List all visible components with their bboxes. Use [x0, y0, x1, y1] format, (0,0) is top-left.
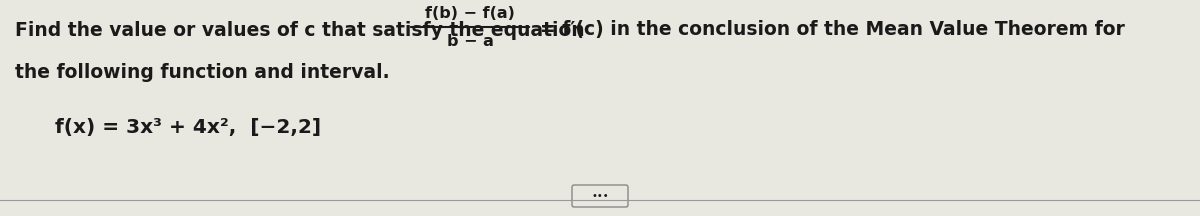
FancyBboxPatch shape — [572, 185, 628, 207]
Text: = f′(c) in the conclusion of the Mean Value Theorem for: = f′(c) in the conclusion of the Mean Va… — [540, 21, 1124, 40]
Text: b − a: b − a — [446, 35, 493, 49]
Text: •••: ••• — [592, 191, 608, 201]
Text: Find the value or values of c that satisfy the equation: Find the value or values of c that satis… — [14, 21, 592, 40]
Text: f(b) − f(a): f(b) − f(a) — [425, 6, 515, 22]
Text: f(x) = 3x³ + 4x²,  [−2,2]: f(x) = 3x³ + 4x², [−2,2] — [55, 119, 322, 138]
Text: the following function and interval.: the following function and interval. — [14, 62, 390, 81]
